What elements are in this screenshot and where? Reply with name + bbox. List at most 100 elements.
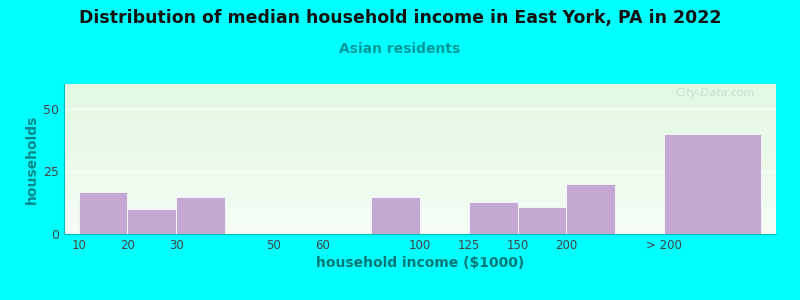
Bar bbox=[64, 129, 776, 130]
Bar bbox=[64, 228, 776, 229]
Bar bbox=[64, 214, 776, 215]
Bar bbox=[64, 180, 776, 181]
Bar bbox=[64, 215, 776, 216]
Bar bbox=[64, 167, 776, 168]
Bar bbox=[64, 196, 776, 197]
Bar bbox=[64, 206, 776, 207]
Bar bbox=[64, 92, 776, 93]
Bar bbox=[64, 216, 776, 217]
Bar bbox=[64, 169, 776, 170]
Y-axis label: households: households bbox=[25, 114, 39, 204]
Bar bbox=[64, 158, 776, 159]
Bar bbox=[64, 207, 776, 208]
Bar bbox=[64, 213, 776, 214]
Bar bbox=[64, 123, 776, 124]
Bar bbox=[176, 196, 225, 234]
Bar bbox=[64, 184, 776, 185]
Bar bbox=[64, 211, 776, 212]
Bar bbox=[64, 222, 776, 223]
Bar bbox=[64, 104, 776, 105]
Bar bbox=[64, 114, 776, 115]
Bar bbox=[64, 98, 776, 99]
Bar bbox=[64, 148, 776, 149]
Bar bbox=[64, 175, 776, 176]
Bar bbox=[64, 85, 776, 86]
Bar bbox=[64, 110, 776, 111]
Text: City-Data.com: City-Data.com bbox=[675, 88, 754, 98]
Bar bbox=[64, 85, 776, 86]
Bar bbox=[64, 138, 776, 139]
Bar bbox=[64, 221, 776, 222]
Bar bbox=[64, 157, 776, 158]
Bar bbox=[64, 209, 776, 210]
Bar bbox=[64, 102, 776, 103]
Text: Distribution of median household income in East York, PA in 2022: Distribution of median household income … bbox=[78, 9, 722, 27]
Bar bbox=[64, 101, 776, 102]
Bar bbox=[64, 113, 776, 114]
Bar bbox=[64, 118, 776, 119]
Bar bbox=[64, 179, 776, 180]
Bar bbox=[64, 141, 776, 142]
Bar bbox=[64, 217, 776, 218]
Bar bbox=[64, 159, 776, 160]
Bar bbox=[64, 187, 776, 188]
X-axis label: household income ($1000): household income ($1000) bbox=[316, 256, 524, 270]
Bar bbox=[64, 198, 776, 199]
Bar bbox=[64, 96, 776, 97]
Bar bbox=[64, 152, 776, 153]
Bar bbox=[64, 119, 776, 120]
Bar bbox=[64, 132, 776, 133]
Bar bbox=[64, 140, 776, 141]
Bar bbox=[64, 174, 776, 175]
Bar bbox=[64, 163, 776, 164]
Bar bbox=[64, 169, 776, 170]
Bar bbox=[64, 118, 776, 119]
Bar bbox=[64, 131, 776, 132]
Bar bbox=[64, 97, 776, 98]
Bar bbox=[64, 149, 776, 150]
Bar bbox=[64, 100, 776, 101]
Bar bbox=[469, 202, 518, 234]
Bar bbox=[64, 168, 776, 169]
Bar bbox=[64, 91, 776, 92]
Bar bbox=[64, 124, 776, 125]
Bar bbox=[64, 89, 776, 90]
Bar bbox=[64, 95, 776, 96]
Bar bbox=[64, 153, 776, 154]
Bar bbox=[64, 202, 776, 203]
Bar bbox=[371, 196, 420, 234]
Bar bbox=[64, 189, 776, 190]
Bar bbox=[64, 160, 776, 161]
Bar bbox=[64, 201, 776, 202]
Bar bbox=[64, 190, 776, 191]
Bar bbox=[64, 188, 776, 189]
Bar bbox=[64, 172, 776, 173]
Bar bbox=[64, 229, 776, 230]
Bar bbox=[64, 173, 776, 174]
Bar bbox=[64, 225, 776, 226]
Bar bbox=[64, 100, 776, 101]
Bar bbox=[64, 151, 776, 152]
Bar bbox=[64, 210, 776, 211]
Bar bbox=[64, 144, 776, 145]
Bar bbox=[64, 87, 776, 88]
Bar bbox=[64, 171, 776, 172]
Bar bbox=[64, 219, 776, 220]
Bar bbox=[64, 108, 776, 109]
Bar bbox=[64, 150, 776, 151]
Bar bbox=[64, 84, 776, 85]
Bar bbox=[64, 136, 776, 137]
Bar bbox=[64, 93, 776, 94]
Bar bbox=[64, 203, 776, 204]
Bar bbox=[64, 128, 776, 129]
Bar bbox=[64, 218, 776, 219]
Bar bbox=[64, 183, 776, 184]
Bar bbox=[64, 192, 776, 193]
Bar bbox=[64, 224, 776, 225]
Bar bbox=[64, 161, 776, 162]
Bar bbox=[64, 117, 776, 118]
Bar bbox=[64, 162, 776, 163]
Bar bbox=[64, 220, 776, 221]
Bar bbox=[64, 147, 776, 148]
Bar bbox=[64, 125, 776, 126]
